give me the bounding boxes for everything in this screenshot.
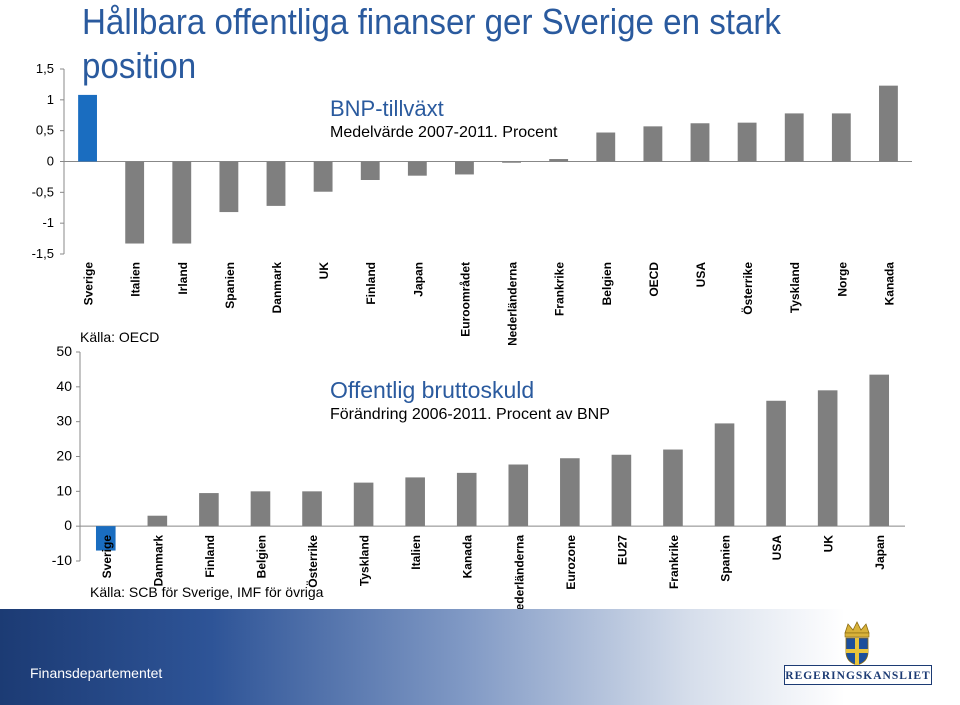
- y-tick-label: 50: [56, 343, 72, 359]
- category-label: Japan: [873, 535, 887, 570]
- public-debt-chart: 50 40 30 20 10 0 -10 Sverige Danmark Finland Belgi…: [52, 343, 905, 610]
- y-tick-label: 1: [47, 92, 54, 107]
- bar-italien: [405, 477, 425, 527]
- bar-oecd: [643, 126, 663, 162]
- bar-tyskland: [353, 482, 374, 527]
- category-label: Japan: [411, 262, 425, 297]
- category-label: Irland: [176, 262, 190, 295]
- bar-uk: [313, 161, 333, 192]
- category-label: Spanien: [719, 535, 733, 582]
- category-label: Norge: [835, 262, 849, 297]
- bar-eu27: [611, 454, 632, 527]
- category-label: Italien: [129, 262, 143, 297]
- source-note: Källa: SCB för Sverige, IMF för övriga: [90, 584, 324, 600]
- category-label: EU27: [615, 535, 629, 565]
- category-label: Euroområdet: [458, 262, 472, 337]
- category-label: Österrike: [305, 535, 320, 588]
- bar-japan: [407, 161, 427, 176]
- category-label: Finland: [364, 262, 378, 305]
- footer-band: [0, 609, 960, 705]
- y-tick-label: 1,5: [36, 61, 54, 76]
- category-label: Tyskland: [358, 535, 372, 586]
- category-label: Kanada: [882, 262, 896, 306]
- department-label: Finansdepartementet: [30, 665, 163, 681]
- y-tick-label: 40: [56, 378, 72, 394]
- bar-österrike: [737, 122, 757, 162]
- bar-finland: [199, 493, 219, 527]
- category-label: UK: [317, 262, 331, 280]
- y-tick-label: 30: [56, 413, 72, 429]
- bar-spanien: [714, 423, 735, 527]
- y-tick-label: -1,5: [32, 246, 54, 261]
- bar-uk: [817, 390, 838, 527]
- y-tick-label: 20: [56, 448, 72, 464]
- bar-tyskland: [784, 113, 804, 162]
- y-tick-label: 0: [64, 517, 72, 533]
- category-label: Nederländerna: [512, 535, 526, 610]
- chart-title: BNP-tillväxt: [330, 96, 444, 121]
- bar-nederländerna: [508, 464, 529, 527]
- y-tick-label: -1: [42, 215, 54, 230]
- bar-spanien: [219, 161, 239, 213]
- crown-emblem-icon: [844, 621, 870, 666]
- category-label: Italien: [409, 535, 423, 570]
- bar-nederländerna: [502, 161, 521, 163]
- chart-title: Offentlig bruttoskuld: [330, 377, 534, 403]
- bar-frankrike: [663, 449, 683, 527]
- bar-eurozone: [560, 458, 580, 527]
- category-label: UK: [822, 535, 836, 553]
- y-tick-label: 0,5: [36, 123, 54, 138]
- category-label: Kanada: [461, 535, 475, 579]
- y-tick-label: 10: [56, 482, 72, 498]
- regeringskansliet-logo: REGERINGSKANSLIET: [784, 665, 932, 685]
- category-label: Sverige: [82, 262, 96, 306]
- category-label: OECD: [647, 262, 661, 297]
- category-label: Tyskland: [788, 262, 802, 313]
- bar-japan: [869, 374, 890, 527]
- y-tick-label: 0: [47, 154, 54, 169]
- category-label: Danmark: [270, 262, 284, 314]
- category-label: Spanien: [223, 262, 237, 309]
- category-label: Nederländerna: [506, 262, 520, 345]
- category-label: USA: [770, 535, 784, 561]
- category-label: Finland: [203, 535, 217, 578]
- category-label: Österrike: [740, 262, 755, 315]
- category-label: Sverige: [100, 535, 114, 579]
- category-label: Belgien: [600, 262, 614, 305]
- y-tick-label: -10: [52, 552, 72, 568]
- bar-usa: [690, 123, 710, 162]
- bar-belgien: [596, 132, 616, 162]
- bar-kanada: [879, 85, 898, 162]
- page-title: Hållbara offentliga finanser ger Sverige…: [82, 1, 781, 86]
- bar-danmark: [266, 161, 286, 206]
- bar-euroområdet: [455, 161, 474, 175]
- bar-danmark: [147, 515, 168, 527]
- bar-finland: [360, 161, 380, 180]
- bar-sverige: [78, 94, 97, 162]
- chart-subtitle: Förändring 2006-2011. Procent av BNP: [330, 406, 610, 423]
- bar-norge: [831, 113, 851, 162]
- source-note: Källa: OECD: [80, 329, 159, 345]
- category-label: Eurozone: [564, 535, 578, 590]
- bar-belgien: [250, 491, 271, 527]
- bar-italien: [125, 161, 145, 244]
- chart-subtitle: Medelvärde 2007-2011. Procent: [330, 124, 558, 141]
- y-tick-label: -0,5: [32, 184, 54, 199]
- bar-sverige: [95, 526, 116, 551]
- category-label: Danmark: [151, 535, 165, 587]
- bar-irland: [172, 161, 192, 244]
- category-label: USA: [694, 262, 708, 288]
- bar-frankrike: [549, 159, 569, 162]
- category-label: Frankrike: [667, 535, 681, 589]
- gdp-growth-chart: 1,5 1 0,5 0 -0,5 -1 -1,5 Sverige Italien Irland Sp…: [32, 61, 912, 345]
- bar-kanada: [456, 472, 477, 527]
- category-label: Belgien: [254, 535, 268, 578]
- category-label: Frankrike: [553, 262, 567, 316]
- bar-österrike: [302, 491, 322, 527]
- bar-usa: [766, 400, 786, 527]
